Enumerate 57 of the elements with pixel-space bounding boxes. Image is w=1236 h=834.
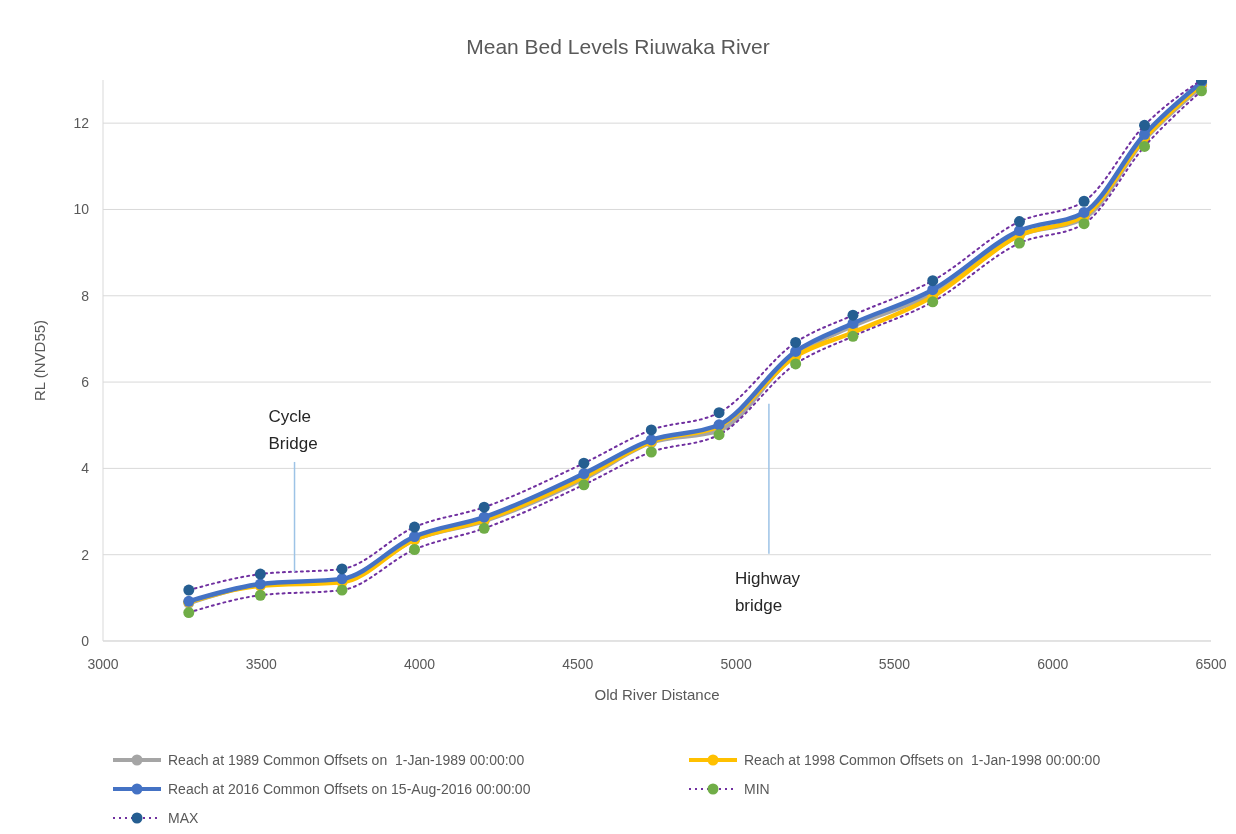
point	[1078, 206, 1090, 218]
x-tick-label: 6500	[1195, 656, 1227, 672]
y-tick-label: 2	[81, 546, 90, 563]
x-axis-title: Old River Distance	[594, 686, 720, 703]
point	[1013, 237, 1025, 249]
point	[183, 607, 195, 619]
point	[409, 544, 421, 556]
y-tick-label: 10	[73, 201, 90, 218]
y-tick-label: 0	[81, 632, 90, 649]
x-tick-label: 4000	[403, 656, 436, 672]
point	[1013, 225, 1025, 237]
point	[1139, 119, 1151, 131]
point	[254, 589, 266, 601]
point	[713, 429, 725, 441]
legend-label: MIN	[744, 780, 770, 797]
point	[927, 275, 939, 287]
y-tick-label: 6	[81, 373, 90, 390]
x-tick-label: 6000	[1037, 656, 1069, 672]
point	[1078, 218, 1090, 230]
point	[478, 522, 490, 534]
legend-label: Reach at 2016 Common Offsets on 15-Aug-2016 00:00:00	[168, 780, 531, 797]
point	[927, 284, 939, 296]
point	[847, 309, 859, 321]
legend-label: MAX	[168, 809, 199, 826]
point	[645, 446, 657, 458]
point	[847, 330, 859, 342]
y-tick-label: 8	[81, 287, 90, 304]
point	[254, 568, 266, 580]
y-axis-title: RL (NVD55)	[31, 319, 48, 402]
point	[1139, 140, 1151, 152]
x-tick-label: 5500	[878, 656, 911, 672]
y-tick-label: 12	[73, 115, 90, 132]
chart-title: Mean Bed Levels Riuwaka River	[466, 35, 770, 58]
point	[927, 296, 939, 308]
point	[478, 501, 490, 513]
point	[1196, 85, 1207, 97]
y-tick-label: 4	[81, 460, 90, 477]
point	[183, 584, 195, 596]
legend-label: Reach at 1998 Common Offsets on 1-Jan-1998 00:00:00	[744, 751, 1101, 768]
point	[336, 563, 348, 575]
x-tick-label: 3500	[245, 656, 278, 672]
point	[336, 584, 348, 596]
point	[790, 336, 802, 348]
annotation: Cycle Bridge	[268, 406, 318, 453]
point	[645, 424, 657, 436]
annotation: Highway bridge	[734, 568, 801, 615]
point	[1078, 195, 1090, 207]
legend-label: Reach at 1989 Common Offsets on 1-Jan-1989 00:00:00	[168, 751, 525, 768]
point	[409, 521, 421, 533]
x-tick-label: 5000	[720, 656, 752, 672]
point	[578, 457, 590, 469]
point	[790, 358, 802, 370]
x-tick-label: 3000	[87, 656, 119, 672]
point	[578, 479, 590, 491]
point	[713, 407, 725, 419]
point	[1013, 216, 1025, 228]
x-tick-label: 4500	[562, 656, 594, 672]
